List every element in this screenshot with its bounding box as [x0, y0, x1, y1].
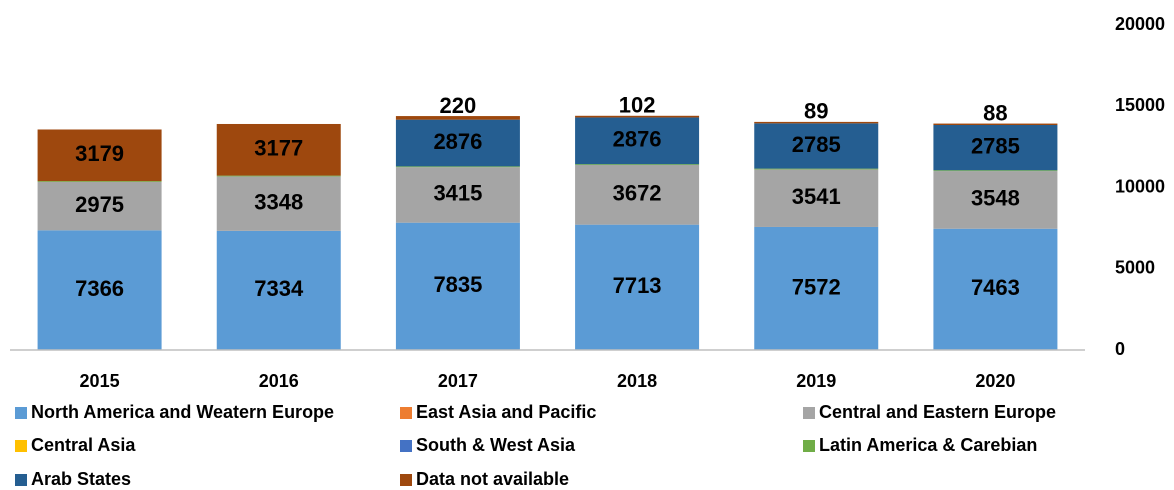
bar-segment — [754, 226, 879, 350]
value-label: 2785 — [792, 132, 841, 157]
bar-segment — [933, 125, 1058, 171]
y-tick-label: 15000 — [1115, 95, 1165, 115]
value-label: 3348 — [254, 189, 303, 214]
legend-label: Arab States — [31, 469, 131, 489]
bar-segment — [395, 119, 520, 167]
bar-segment — [395, 166, 520, 168]
x-tick-label: 2017 — [438, 371, 478, 391]
value-label: 3177 — [254, 136, 303, 161]
value-label: 7713 — [613, 273, 662, 298]
bar-segment — [216, 123, 341, 176]
bar-segment — [395, 116, 520, 120]
x-tick-label: 2019 — [796, 371, 836, 391]
value-label: 88 — [983, 100, 1007, 125]
bar-segment — [216, 176, 341, 231]
legend-label: North America and Weatern Europe — [31, 402, 334, 422]
legend-label: East Asia and Pacific — [416, 402, 596, 422]
bar-segment — [37, 129, 162, 182]
legend-swatch — [400, 440, 412, 452]
y-tick-label: 5000 — [1115, 258, 1155, 278]
bar-segment — [37, 181, 162, 231]
value-label: 2876 — [433, 129, 482, 154]
value-label: 3672 — [613, 181, 662, 206]
legend-label: Latin America & Carebian — [819, 435, 1037, 455]
value-label: 3179 — [75, 141, 124, 166]
value-label: 2785 — [971, 133, 1020, 158]
legend-swatch — [400, 474, 412, 486]
value-label: 3548 — [971, 186, 1020, 211]
bar-segment — [754, 123, 879, 169]
bar-segment — [575, 117, 700, 165]
legend-swatch — [15, 407, 27, 419]
legend-label: Central Asia — [31, 435, 136, 455]
bar-segment — [575, 115, 700, 118]
legend-label: South & West Asia — [416, 435, 576, 455]
bar-segment — [933, 171, 1058, 229]
legend-swatch — [15, 474, 27, 486]
value-label: 7366 — [75, 276, 124, 301]
legend-swatch — [15, 440, 27, 452]
value-label: 7463 — [971, 275, 1020, 300]
legend-swatch — [803, 440, 815, 452]
value-label: 3415 — [433, 181, 482, 206]
bar-segment — [216, 230, 341, 350]
value-label: 7835 — [433, 272, 482, 297]
bar-segment — [395, 167, 520, 223]
legend-swatch — [803, 407, 815, 419]
y-tick-label: 0 — [1115, 339, 1125, 359]
bar-segment — [575, 224, 700, 350]
x-tick-label: 2018 — [617, 371, 657, 391]
x-tick-label: 2020 — [975, 371, 1015, 391]
value-label: 7334 — [254, 276, 304, 301]
bar-segment — [933, 170, 1058, 172]
bar-segment — [37, 181, 162, 182]
value-label: 2876 — [613, 127, 662, 152]
bar-segment — [395, 222, 520, 350]
bar-segment — [575, 164, 700, 225]
bar-segment — [575, 164, 700, 165]
bar-segment — [933, 123, 1058, 126]
value-label: 89 — [804, 99, 828, 124]
bar-segment — [933, 228, 1058, 350]
value-label: 220 — [440, 93, 477, 118]
legend-label: Central and Eastern Europe — [819, 402, 1056, 422]
value-label: 102 — [619, 93, 656, 118]
bar-segment — [754, 121, 879, 124]
x-tick-label: 2016 — [259, 371, 299, 391]
y-tick-label: 10000 — [1115, 176, 1165, 196]
x-tick-label: 2015 — [80, 371, 120, 391]
legend-swatch — [400, 407, 412, 419]
bar-segment — [216, 175, 341, 177]
bar-segment — [754, 168, 879, 170]
legend-label: Data not available — [416, 469, 569, 489]
y-tick-label: 20000 — [1115, 14, 1165, 34]
bar-segment — [754, 169, 879, 227]
value-label: 7572 — [792, 274, 841, 299]
bar-segment — [37, 230, 162, 350]
value-label: 3541 — [792, 184, 841, 209]
value-label: 2975 — [75, 192, 124, 217]
